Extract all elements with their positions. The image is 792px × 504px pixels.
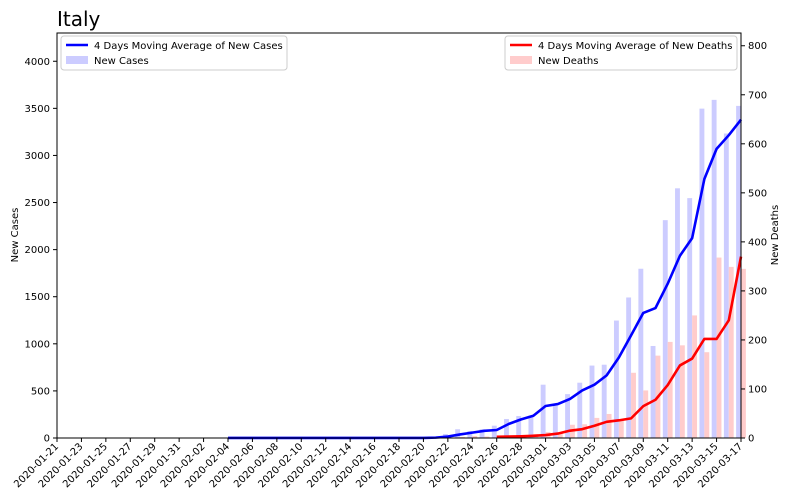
right-y-tick-label: 400 [748, 237, 767, 248]
new-cases-bar [650, 345, 656, 438]
legend-deaths: 4 Days Moving Average of New Deaths New … [504, 35, 738, 71]
new-cases-bar [723, 133, 729, 438]
new-deaths-bar [594, 417, 600, 438]
new-deaths-bar [704, 352, 710, 438]
new-cases-bar [613, 320, 619, 438]
new-deaths-bar [582, 424, 588, 438]
left-y-tick-label: 3500 [25, 104, 50, 115]
new-deaths-bar [692, 315, 698, 438]
new-cases-bar [626, 297, 632, 438]
new-deaths-bar [472, 436, 478, 438]
new-deaths-bar [484, 436, 490, 438]
left-y-tick-label: 1500 [25, 292, 50, 303]
new-deaths-bar [728, 266, 734, 438]
new-deaths-bar [679, 345, 685, 438]
new-cases-bar [601, 364, 607, 438]
right-y-tick-label: 300 [748, 286, 767, 297]
right-y-tick-label: 600 [748, 139, 767, 150]
right-y-tick-label: 800 [748, 41, 767, 52]
new-deaths-bar [557, 432, 563, 438]
legend-deaths-frame [504, 35, 738, 71]
legend-cases: 4 Days Moving Average of New Cases New C… [60, 35, 288, 71]
left-y-tick-label: 4000 [25, 57, 50, 68]
legend-cases-bar-label: New Cases [94, 56, 149, 67]
legend-cases-frame [60, 35, 288, 71]
legend-deaths-bar-swatch [510, 56, 532, 64]
new-cases-bar [491, 425, 497, 438]
new-cases-bar [467, 431, 473, 438]
x-axis: 2020-01-212020-01-232020-01-252020-01-27… [12, 438, 745, 490]
right-y-tick-label: 200 [748, 335, 767, 346]
new-deaths-bar [643, 390, 649, 438]
left-y-tick-label: 3000 [25, 151, 50, 162]
left-y-tick-label: 2000 [25, 245, 50, 256]
left-y-tick-label: 500 [31, 386, 50, 397]
new-cases-bar [675, 188, 680, 438]
new-cases-bar [577, 382, 583, 438]
new-cases-bar [504, 418, 509, 438]
new-cases-bar [479, 429, 485, 438]
left-y-axis: 0 500 1000 1500 2000 2500 3000 3500 4000 [25, 57, 57, 445]
right-y-tick-label: 0 [748, 434, 754, 445]
legend-deaths-bar-label: New Deaths [538, 56, 598, 67]
right-y-tick-label: 700 [748, 90, 767, 101]
new-cases-bar [516, 416, 522, 438]
new-cases-bar [589, 365, 595, 438]
right-y-axis: 0 100 200 300 400 500 600 700 800 [741, 41, 767, 445]
new-deaths-bar [667, 341, 673, 438]
legend-cases-line-label: 4 Days Moving Average of New Cases [94, 41, 283, 52]
right-y-tick-label: 500 [748, 188, 767, 199]
right-y-tick-label: 100 [748, 384, 767, 395]
legend-deaths-line-label: 4 Days Moving Average of New Deaths [538, 41, 732, 52]
new-deaths-bar [716, 257, 722, 438]
new-cases-bar [662, 220, 668, 438]
new-deaths-bar [631, 372, 636, 438]
new-deaths-bar [741, 268, 746, 438]
new-deaths-bar [618, 420, 624, 438]
new-cases-bar [565, 394, 570, 438]
new-cases-bar [552, 405, 558, 438]
new-cases-bar [711, 99, 717, 438]
legend-cases-bar-swatch [66, 56, 88, 64]
new-cases-bar [699, 108, 705, 438]
deaths-moving-average-line [496, 256, 743, 439]
right-y-axis-label: New Deaths [770, 205, 781, 265]
new-cases-bar [687, 198, 693, 438]
left-y-axis-label: New Cases [10, 208, 21, 263]
left-y-tick-label: 0 [44, 434, 50, 445]
left-y-tick-label: 1000 [25, 339, 50, 350]
new-cases-bar [638, 268, 644, 438]
chart-title: Italy [57, 7, 101, 31]
new-deaths-bar [606, 413, 612, 438]
left-y-tick-label: 2500 [25, 198, 50, 209]
new-cases-bar [540, 384, 546, 438]
new-cases-bar [528, 415, 534, 438]
